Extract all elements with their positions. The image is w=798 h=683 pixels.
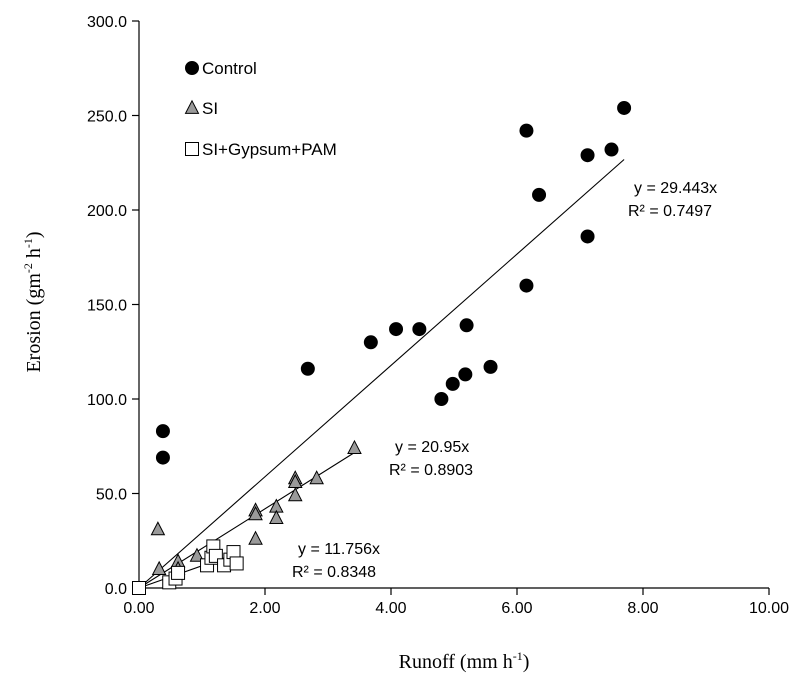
- legend-label: SI: [202, 99, 218, 118]
- trend-r-squared: R² = 0.8348: [292, 564, 376, 581]
- data-points: [132, 100, 632, 595]
- data-point-circle: [155, 424, 170, 439]
- data-point-triangle: [248, 505, 263, 521]
- x-tick-label: 10.00: [749, 600, 789, 617]
- legend-label: Control: [202, 59, 257, 78]
- y-tick-label: 0.0: [105, 581, 127, 598]
- legend-marker-square: [185, 142, 199, 156]
- x-tick-label: 0.00: [123, 600, 154, 617]
- trend-r-squared: R² = 0.8903: [389, 462, 473, 479]
- x-tick-label: 6.00: [501, 600, 532, 617]
- y-tick-label: 250.0: [87, 109, 127, 126]
- data-point-circle: [483, 359, 498, 374]
- trend-equation: y = 29.443x: [634, 180, 717, 197]
- trend-r-squared: R² = 0.7497: [628, 203, 712, 220]
- plot-axes: 0.00 2.00 4.00 6.00 8.00 10.00 0.0 50.0 100.0 150…: [87, 14, 789, 617]
- legend: Control SI SI+Gypsum+PAM: [184, 59, 337, 159]
- data-point-triangle: [189, 547, 205, 562]
- data-point-triangle: [269, 509, 284, 524]
- data-point-circle: [580, 148, 595, 163]
- data-point-circle: [363, 335, 378, 350]
- legend-label: SI+Gypsum+PAM: [202, 140, 337, 159]
- data-point-circle: [445, 376, 460, 391]
- data-point-square: [229, 556, 244, 571]
- trend-equation: y = 11.756x: [298, 541, 380, 558]
- trendlines: [138, 159, 625, 589]
- data-point-circle: [617, 100, 632, 115]
- y-tick-label: 150.0: [87, 298, 127, 315]
- data-point-square: [132, 581, 146, 595]
- legend-marker-circle: [185, 61, 199, 75]
- data-point-triangle: [347, 439, 362, 455]
- data-point-circle: [604, 142, 619, 157]
- data-point-circle: [155, 450, 170, 465]
- data-point-circle: [389, 322, 404, 337]
- data-point-circle: [580, 229, 595, 244]
- y-tick-label: 300.0: [87, 14, 127, 31]
- data-point-triangle: [248, 530, 263, 545]
- data-point-circle: [519, 278, 534, 293]
- data-point-triangle: [309, 470, 324, 485]
- y-tick-label: 100.0: [87, 392, 127, 409]
- trend-equation: y = 20.95x: [395, 439, 469, 456]
- data-point-circle: [459, 318, 474, 333]
- data-point-triangle: [287, 487, 303, 502]
- x-tick-label: 4.00: [375, 600, 406, 617]
- data-point-triangle: [151, 560, 167, 575]
- trendline-circle: [138, 159, 625, 589]
- data-point-circle: [458, 367, 473, 382]
- data-point-circle: [412, 322, 427, 337]
- data-point-circle: [434, 392, 449, 406]
- y-tick-label: 200.0: [87, 203, 127, 220]
- y-axis-title: Erosion (gm-2 h-1): [21, 231, 45, 372]
- x-tick-label: 2.00: [249, 600, 280, 617]
- y-tick-label: 50.0: [96, 487, 127, 504]
- equation-labels: y = 29.443x R² = 0.7497 y = 20.95x R² = 0.8…: [292, 180, 717, 581]
- x-tick-label: 8.00: [627, 600, 658, 617]
- data-point-circle: [300, 361, 315, 376]
- data-point-square: [171, 565, 186, 580]
- legend-marker-triangle: [184, 99, 200, 114]
- data-point-circle: [532, 187, 547, 202]
- x-axis-title: Runoff (mm h-1): [399, 649, 530, 673]
- data-point-circle: [519, 123, 534, 138]
- data-point-triangle: [150, 521, 166, 536]
